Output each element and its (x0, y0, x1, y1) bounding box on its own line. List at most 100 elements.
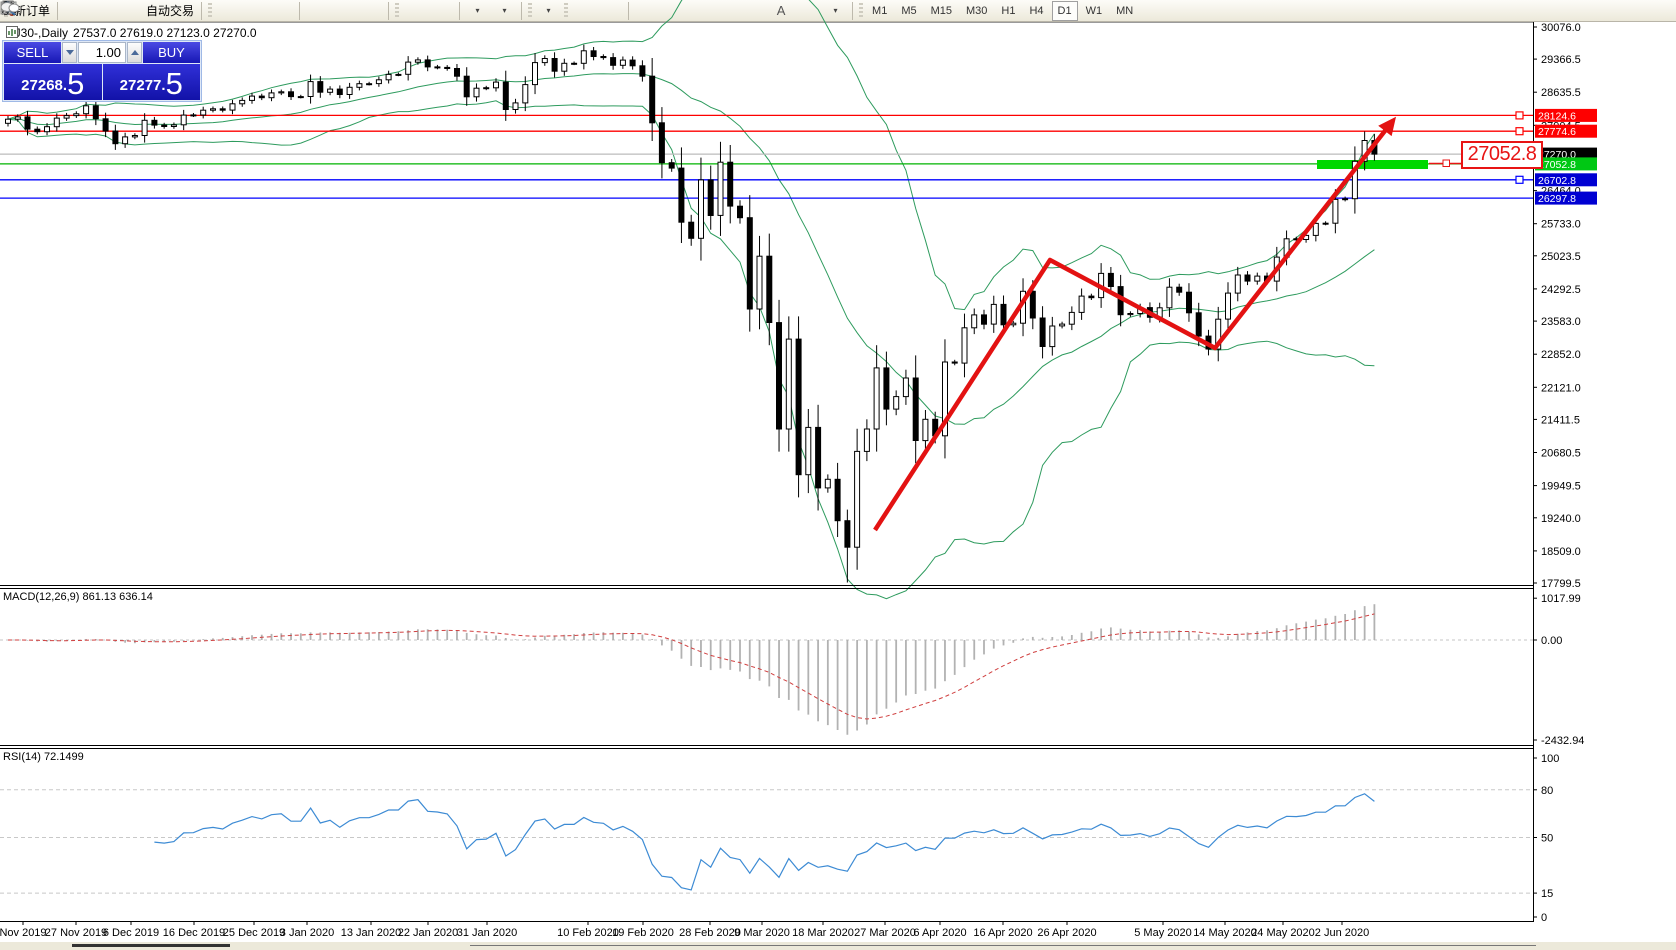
candle-body (483, 87, 490, 90)
candle-body (1039, 317, 1046, 347)
candle-body (229, 103, 236, 111)
timeframe-m5-button[interactable]: M5 (901, 4, 917, 17)
timeframe-group: M1 M5 M15 M30 H1 H4 D1 W1 MN (866, 0, 1139, 21)
time-label: 6 Apr 2020 (913, 927, 966, 939)
candle-body (512, 102, 519, 111)
candle-body (1049, 325, 1056, 348)
candle-body (571, 62, 578, 65)
price-callout[interactable]: 27052.8 (1461, 141, 1543, 169)
buy-price-display[interactable]: 27277. 5 (102, 64, 200, 100)
candle-body (981, 314, 987, 325)
hline-anchor[interactable] (1515, 127, 1524, 136)
candle-body (161, 124, 168, 127)
timeframe-mn-button[interactable]: MN (1116, 4, 1134, 17)
candle-body (44, 126, 50, 133)
timeframe-m1-button[interactable]: M1 (872, 4, 888, 17)
candle-body (434, 66, 441, 69)
candle-body (473, 87, 480, 98)
text-A-icon: A (776, 3, 786, 18)
candle-body (463, 75, 470, 98)
axis-tick-label: 28635.5 (1541, 87, 1581, 99)
axis-tick-label: 20680.5 (1541, 448, 1581, 460)
arrow-down-icon (65, 50, 74, 55)
callout-anchor[interactable] (1442, 159, 1450, 167)
candle-body (1088, 295, 1095, 299)
candle-body (785, 338, 792, 430)
price-label-text: 26297.8 (1538, 193, 1576, 205)
price-label-26702.8 (1535, 173, 1597, 187)
autotrade-label: 自动交易 (146, 4, 195, 18)
timeframe-m30-button[interactable]: M30 (966, 4, 988, 17)
candle-body (639, 65, 646, 77)
volume-input[interactable]: 1.00 (78, 42, 126, 63)
candle-body (541, 58, 548, 64)
candle-body (746, 217, 753, 310)
buy-price-dot: . (161, 77, 166, 94)
axis-tick-label: 18509.0 (1541, 546, 1581, 558)
highlight-bar[interactable] (1317, 160, 1428, 169)
axis-tick-label: 19949.5 (1541, 481, 1581, 493)
candle-body (63, 115, 70, 119)
candle-body (356, 83, 363, 88)
trend-arrow-head (1378, 116, 1397, 137)
text-button[interactable]: A (768, 0, 794, 22)
macd-signal-line (8, 613, 1375, 720)
candle-body (961, 327, 968, 364)
sell-price-display[interactable]: 27268. 5 (4, 64, 102, 100)
candle-body (942, 361, 948, 437)
candle-body (912, 377, 919, 441)
candle-body (454, 68, 460, 77)
candle-body (951, 361, 958, 364)
candle-body (698, 179, 704, 239)
hline-anchor[interactable] (1515, 111, 1524, 120)
chevron-down-icon: ▾ (475, 6, 480, 15)
time-axis[interactable] (0, 922, 1676, 942)
chevron-down-icon: ▾ (833, 6, 838, 15)
candle-body (1107, 272, 1114, 287)
time-label: 25 Dec 2019 (223, 927, 285, 939)
buy-button[interactable]: BUY (143, 42, 200, 63)
candle-body (1342, 198, 1349, 201)
candle-body (678, 167, 685, 223)
time-label: 31 Jan 2020 (457, 927, 518, 939)
candle-body (102, 118, 109, 132)
trend-arrow-line[interactable] (873, 125, 1390, 532)
candle-body (844, 520, 851, 548)
chat-button[interactable] (0, 0, 1670, 22)
volume-increase-button[interactable] (127, 42, 142, 63)
candle-body (327, 88, 334, 93)
candle-body (1254, 275, 1261, 282)
timeframe-m15-button[interactable]: M15 (930, 4, 952, 17)
timeframe-h1-button[interactable]: H1 (1001, 4, 1016, 17)
timeframe-h4-button[interactable]: H4 (1029, 4, 1044, 17)
candle-body (1029, 290, 1036, 319)
candle-body (600, 56, 607, 59)
candle-body (14, 116, 21, 120)
timeframe-d1-button[interactable]: D1 (1051, 0, 1078, 21)
candle-body (1000, 303, 1007, 326)
price-label-text: 27052.8 (1538, 159, 1576, 171)
candle-body (590, 50, 597, 57)
timeframe-w1-button[interactable]: W1 (1085, 4, 1103, 17)
candle-body (561, 62, 568, 72)
volume-decrease-button[interactable] (62, 42, 77, 63)
axis-tick-label: 22852.0 (1541, 349, 1581, 361)
candle-body (210, 108, 216, 111)
price-label-text: 26702.8 (1538, 175, 1576, 187)
candle-body (649, 75, 656, 124)
sell-button[interactable]: SELL (4, 42, 61, 63)
candle-body (883, 367, 890, 410)
candle-body (336, 88, 343, 95)
bottom-divider-segment[interactable] (72, 944, 230, 947)
axis-tick-label: -2432.94 (1541, 735, 1584, 747)
axis-tick-label: 80 (1541, 785, 1553, 797)
candle-body (610, 57, 617, 66)
candle-body (902, 377, 909, 398)
hline-anchor[interactable] (1515, 175, 1524, 184)
candle-body (522, 84, 529, 104)
candle-body (73, 113, 80, 117)
candle-body (717, 161, 724, 216)
candle-body (53, 117, 60, 128)
time-label: 22 Jan 2020 (398, 927, 459, 939)
